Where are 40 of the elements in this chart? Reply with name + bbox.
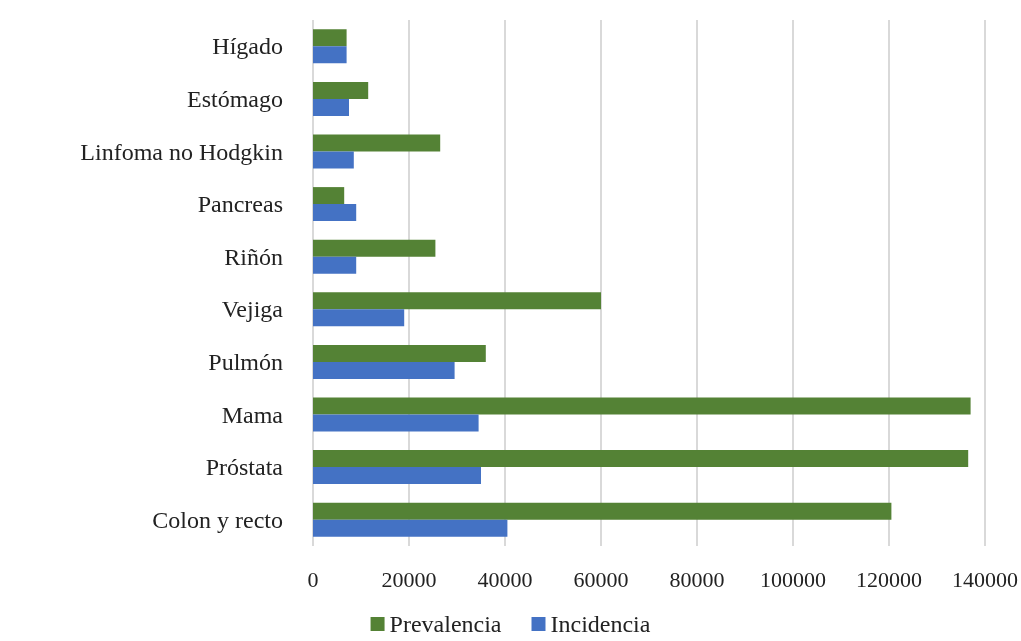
legend-label: Prevalencia (389, 611, 502, 637)
bar (313, 81, 369, 99)
bar (313, 361, 455, 379)
x-tick-label: 60000 (573, 566, 629, 592)
x-tick-label: 40000 (477, 566, 533, 592)
x-tick-label: 100000 (760, 566, 826, 592)
y-tick-label: Próstata (205, 454, 284, 481)
y-tick-label: Linfoma no Hodgkin (80, 138, 283, 165)
x-tick-label: 20000 (381, 566, 437, 592)
y-tick-label: Pulmón (208, 348, 283, 375)
bar (313, 256, 357, 274)
bar (313, 519, 508, 537)
bar (313, 450, 969, 468)
bar (313, 502, 892, 520)
bar (313, 134, 441, 152)
bar (313, 29, 347, 47)
y-tick-label: Hígado (212, 33, 283, 60)
y-tick-label: Pancreas (197, 191, 283, 218)
bar (313, 187, 345, 205)
bar (313, 397, 971, 415)
x-tick-label: 120000 (856, 566, 922, 592)
bar (313, 98, 349, 116)
x-tick-label: 140000 (952, 566, 1018, 592)
bar (313, 309, 405, 327)
bar (313, 292, 601, 310)
y-tick-label: Riñón (224, 243, 283, 270)
bar (313, 344, 486, 362)
bar (313, 204, 357, 222)
y-tick-label: Estómago (187, 85, 283, 112)
bar (313, 467, 481, 485)
bar (313, 151, 354, 169)
y-tick-label: Mama (221, 401, 284, 428)
bar (313, 239, 436, 257)
x-tick-label: 0 (307, 566, 319, 592)
bar (313, 414, 479, 432)
x-tick-label: 80000 (669, 566, 725, 592)
bar (313, 46, 347, 64)
y-tick-label: Vejiga (221, 296, 284, 323)
y-tick-label: Colon y recto (152, 506, 283, 533)
legend-label: Incidencia (550, 611, 651, 637)
